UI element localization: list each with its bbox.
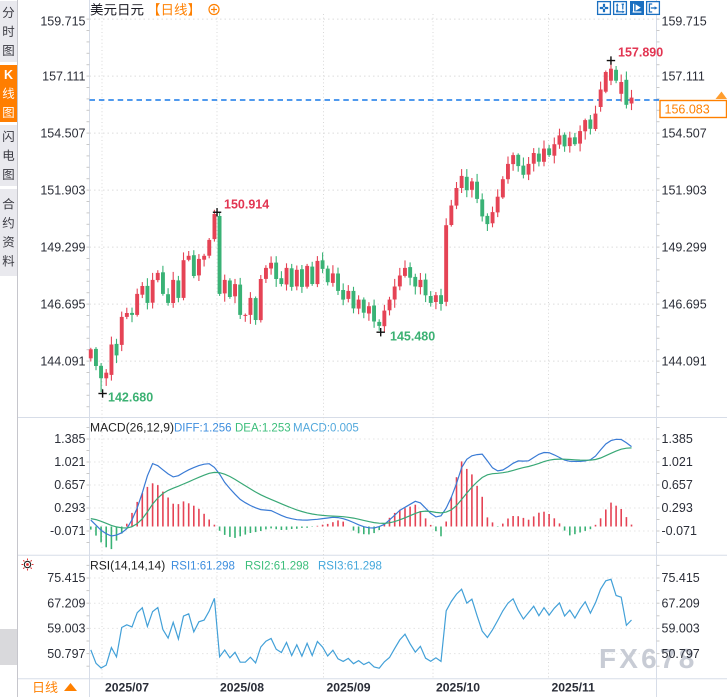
svg-text:0.293: 0.293	[54, 501, 85, 515]
svg-text:MACD(26,12,9): MACD(26,12,9)	[90, 421, 174, 435]
svg-text:MACD:0.005: MACD:0.005	[293, 423, 359, 435]
svg-text:RSI3:61.298: RSI3:61.298	[318, 561, 382, 573]
svg-text:142.680: 142.680	[108, 391, 153, 405]
svg-text:DEA:1.253: DEA:1.253	[235, 423, 291, 435]
svg-text:50.797: 50.797	[662, 647, 700, 661]
svg-text:1.385: 1.385	[54, 432, 85, 446]
svg-text:0.657: 0.657	[662, 478, 693, 492]
svg-text:1.021: 1.021	[54, 455, 85, 469]
svg-text:157.890: 157.890	[618, 46, 663, 60]
svg-text:154.507: 154.507	[40, 126, 85, 140]
svg-text:150.914: 150.914	[224, 198, 269, 212]
svg-text:2025/10: 2025/10	[436, 681, 480, 695]
svg-text:2025/09: 2025/09	[327, 681, 371, 695]
svg-text:-0.071: -0.071	[50, 524, 85, 538]
svg-text:RSI(14,14,14): RSI(14,14,14)	[90, 559, 165, 573]
svg-text:-0.071: -0.071	[662, 524, 697, 538]
svg-text:145.480: 145.480	[390, 330, 435, 344]
svg-text:59.003: 59.003	[662, 622, 700, 636]
svg-text:2025/08: 2025/08	[220, 681, 264, 695]
svg-text:156.083: 156.083	[665, 103, 710, 117]
svg-text:0.657: 0.657	[54, 478, 85, 492]
svg-text:157.111: 157.111	[42, 69, 85, 83]
svg-text:75.415: 75.415	[47, 571, 85, 585]
svg-text:K: K	[4, 68, 13, 82]
svg-text:157.111: 157.111	[662, 69, 705, 83]
svg-text:146.695: 146.695	[40, 297, 85, 311]
svg-text:149.299: 149.299	[662, 240, 707, 254]
svg-text:1.385: 1.385	[662, 432, 693, 446]
svg-text:154.507: 154.507	[662, 126, 707, 140]
svg-text:1.021: 1.021	[662, 455, 693, 469]
svg-text:144.091: 144.091	[662, 354, 707, 368]
svg-text:149.299: 149.299	[40, 240, 85, 254]
svg-text:151.903: 151.903	[40, 183, 85, 197]
svg-text:RSI1:61.298: RSI1:61.298	[171, 561, 235, 573]
svg-text:0.293: 0.293	[662, 501, 693, 515]
svg-text:2025/11: 2025/11	[552, 681, 596, 695]
svg-text:67.209: 67.209	[662, 596, 700, 610]
svg-text:67.209: 67.209	[47, 596, 85, 610]
svg-text:59.003: 59.003	[47, 622, 85, 636]
svg-text:DIFF:1.256: DIFF:1.256	[174, 423, 232, 435]
svg-text:2025/07: 2025/07	[105, 681, 149, 695]
svg-text:159.715: 159.715	[40, 14, 85, 28]
svg-text:159.715: 159.715	[662, 14, 707, 28]
svg-text:75.415: 75.415	[662, 571, 700, 585]
svg-text:50.797: 50.797	[47, 647, 85, 661]
svg-text:144.091: 144.091	[40, 354, 85, 368]
svg-text:FX678: FX678	[599, 643, 698, 674]
svg-text:RSI2:61.298: RSI2:61.298	[245, 561, 309, 573]
svg-text:146.695: 146.695	[662, 297, 707, 311]
svg-text:151.903: 151.903	[662, 183, 707, 197]
